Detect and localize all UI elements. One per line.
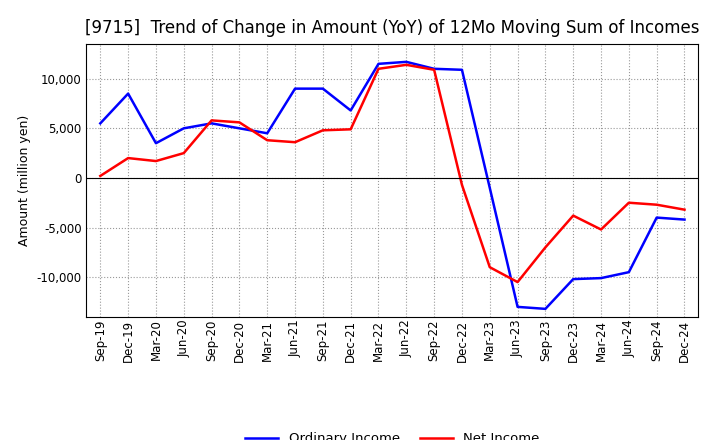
Net Income xyxy=(430,67,438,73)
Net Income xyxy=(96,173,104,179)
Net Income xyxy=(346,127,355,132)
Ordinary Income xyxy=(402,59,410,65)
Net Income xyxy=(541,245,550,250)
Net Income xyxy=(207,118,216,123)
Net Income xyxy=(652,202,661,207)
Ordinary Income xyxy=(597,275,606,281)
Ordinary Income xyxy=(235,126,243,131)
Ordinary Income xyxy=(179,126,188,131)
Ordinary Income xyxy=(680,217,689,222)
Net Income xyxy=(179,150,188,156)
Ordinary Income xyxy=(346,108,355,113)
Ordinary Income xyxy=(291,86,300,91)
Ordinary Income xyxy=(374,61,383,66)
Net Income xyxy=(152,158,161,164)
Line: Net Income: Net Income xyxy=(100,65,685,282)
Net Income xyxy=(235,120,243,125)
Legend: Ordinary Income, Net Income: Ordinary Income, Net Income xyxy=(240,427,545,440)
Ordinary Income xyxy=(513,304,522,309)
Net Income xyxy=(263,138,271,143)
Net Income xyxy=(597,227,606,232)
Net Income xyxy=(680,207,689,213)
Net Income xyxy=(124,155,132,161)
Y-axis label: Amount (million yen): Amount (million yen) xyxy=(18,115,31,246)
Net Income xyxy=(624,200,633,205)
Net Income xyxy=(569,213,577,218)
Line: Ordinary Income: Ordinary Income xyxy=(100,62,685,309)
Net Income xyxy=(374,66,383,71)
Net Income xyxy=(458,182,467,187)
Ordinary Income xyxy=(624,270,633,275)
Ordinary Income xyxy=(541,306,550,312)
Ordinary Income xyxy=(207,121,216,126)
Net Income xyxy=(291,139,300,145)
Ordinary Income xyxy=(485,185,494,191)
Ordinary Income xyxy=(652,215,661,220)
Net Income xyxy=(402,62,410,67)
Title: [9715]  Trend of Change in Amount (YoY) of 12Mo Moving Sum of Incomes: [9715] Trend of Change in Amount (YoY) o… xyxy=(85,19,700,37)
Ordinary Income xyxy=(569,276,577,282)
Ordinary Income xyxy=(124,91,132,96)
Net Income xyxy=(485,264,494,270)
Ordinary Income xyxy=(430,66,438,71)
Ordinary Income xyxy=(458,67,467,73)
Ordinary Income xyxy=(263,131,271,136)
Ordinary Income xyxy=(96,121,104,126)
Net Income xyxy=(513,279,522,285)
Ordinary Income xyxy=(318,86,327,91)
Net Income xyxy=(318,128,327,133)
Ordinary Income xyxy=(152,140,161,146)
